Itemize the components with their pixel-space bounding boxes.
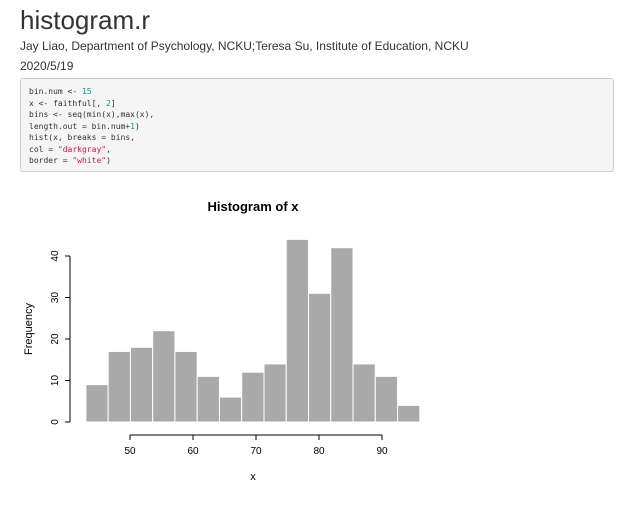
x-tick-label: 70: [250, 446, 262, 457]
x-tick-label: 80: [313, 446, 325, 457]
author-line: Jay Liao, Department of Psychology, NCKU…: [20, 39, 469, 53]
code-line: x <- faithful[, 2]: [29, 98, 605, 110]
y-tick-label: 20: [50, 333, 61, 345]
code-block[interactable]: bin.num <- 15 x <- faithful[, 2] bins <- s…: [20, 78, 614, 172]
y-tick-label: 40: [50, 250, 61, 262]
x-tick-label: 60: [187, 446, 199, 457]
y-tick-label: 10: [50, 375, 61, 387]
code-token: bin.num <-: [29, 87, 82, 96]
code-token: ,: [106, 144, 111, 154]
page-title: histogram.r: [20, 5, 151, 35]
histogram-bar: [263, 363, 287, 423]
histogram-bar: [152, 330, 176, 423]
x-axis: 50 60 70 80 90: [124, 434, 388, 457]
code-token: ]: [110, 98, 116, 108]
x-axis-label: x: [250, 471, 256, 483]
histogram-bar: [129, 346, 154, 423]
code-line: length.out = bin.num+1): [29, 121, 605, 133]
histogram-bar: [307, 292, 332, 423]
histogram-bar: [374, 375, 399, 423]
histogram-bar: [107, 350, 131, 423]
code-line: col = "darkgray",: [29, 144, 605, 156]
code-token: border =: [29, 156, 73, 165]
code-token: ): [106, 156, 111, 165]
histogram-bar: [352, 363, 376, 423]
code-line: bin.num <- 15: [29, 86, 605, 98]
code-token: x <- faithful[,: [29, 98, 107, 108]
code-token: col =: [29, 144, 58, 154]
date-line: 2020/5/19: [20, 59, 74, 73]
code-line: border = "white"): [29, 155, 605, 167]
code-token: length.out = bin.num+: [29, 121, 131, 131]
code-token: 15: [81, 87, 92, 96]
histogram-bar: [241, 371, 265, 423]
code-token: 1: [130, 121, 135, 131]
histogram-bar: [196, 375, 220, 423]
y-axis: 0 10 20 30 40: [50, 250, 71, 425]
code-line: hist(x, breaks = bins,: [29, 132, 605, 144]
histogram-svg: Histogram of x 50 60 70 80 90 0 10 20 30 40 x Fr…: [23, 199, 421, 483]
histogram-plot: Histogram of x 50 60 70 80 90 0 10 20 30 40 x Fr…: [20, 185, 616, 508]
code-token: bins <- seq(min(x),max(x),: [29, 110, 155, 119]
histogram-bar: [174, 350, 198, 423]
y-tick-label: 0: [50, 419, 61, 425]
histogram-bar: [397, 404, 421, 423]
x-tick-label: 50: [124, 446, 136, 457]
histogram-bar: [330, 247, 354, 423]
histogram-bar: [218, 396, 243, 423]
code-lines: bin.num <- 15 x <- faithful[, 2] bins <- s…: [29, 86, 605, 167]
code-token: "darkgray": [57, 144, 107, 154]
code-token: 2: [106, 98, 111, 108]
histogram-bar: [285, 238, 309, 423]
code-token: "white": [72, 156, 107, 165]
histogram-bar: [85, 384, 109, 423]
code-line: bins <- seq(min(x),max(x),: [29, 109, 605, 121]
chart-title: Histogram of x: [207, 199, 299, 214]
code-token: ): [134, 121, 140, 131]
y-tick-label: 30: [50, 292, 61, 304]
bars-group: [85, 238, 421, 423]
x-tick-label: 90: [376, 446, 388, 457]
code-token: hist(x, breaks = bins,: [29, 133, 135, 142]
y-axis-label: Frequency: [23, 303, 35, 355]
